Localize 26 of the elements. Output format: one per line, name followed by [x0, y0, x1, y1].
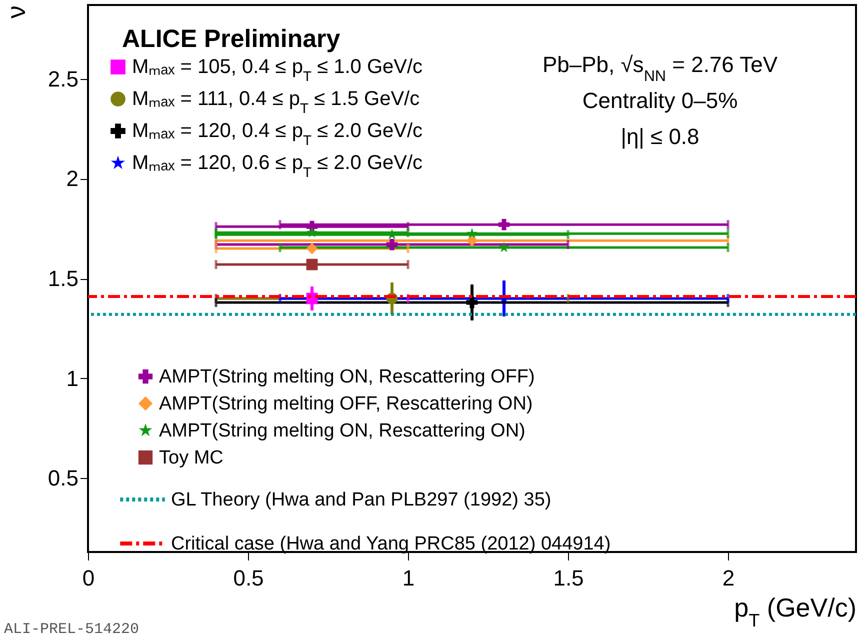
x-tick-label: 1 [402, 566, 415, 590]
legend-label: Toy MC [159, 448, 224, 468]
y-tick-label: 0.5 [48, 466, 78, 491]
y-tick-label: 2 [66, 166, 78, 192]
annotation: Pb–Pb, √s$_{NN}$ = 2.76 TeV [542, 52, 778, 84]
text: ALICE Preliminary [122, 25, 340, 53]
y-tick-label: 1 [66, 366, 78, 391]
legend-label: GL Theory (Hwa and Pan PLB297 (1992) 35) [171, 490, 552, 510]
x-tick-label: 0 [82, 566, 95, 590]
y-axis-title: ν [0, 6, 31, 18]
legend-label: AMPT(String melting ON, Rescattering ON) [159, 420, 526, 442]
y-tick-label: 2.5 [48, 66, 78, 92]
y-tick-label: 1.5 [48, 266, 78, 291]
x-tick-label: 0.5 [233, 566, 264, 590]
x-axis-title: p$_{T}$ (GeV/c) [734, 592, 856, 630]
x-tick-label: 2 [722, 566, 735, 590]
annotation: |η| ≤ 0.8 [620, 124, 700, 149]
legend-label: AMPT(String melting ON, Rescattering OFF) [159, 366, 535, 388]
legend-label: AMPT(String melting OFF, Rescattering ON) [159, 394, 533, 414]
legend-label: Mₘₐₓ = 105, 0.4 ≤ p$_{T}$ ≤ 1.0 GeV/c [132, 56, 423, 84]
annotation: Centrality 0–5% [582, 88, 738, 113]
legend-label: Mₘₐₓ = 111, 0.4 ≤ p$_{T}$ ≤ 1.5 GeV/c [132, 88, 420, 116]
text: ALI-PREL-514220 [4, 621, 140, 637]
legend-label: Mₘₐₓ = 120, 0.4 ≤ p$_{T}$ ≤ 2.0 GeV/c [132, 120, 423, 148]
x-tick-label: 1.5 [553, 566, 584, 590]
legend-label: Mₘₐₓ = 120, 0.6 ≤ p$_{T}$ ≤ 2.0 GeV/c [132, 152, 423, 180]
